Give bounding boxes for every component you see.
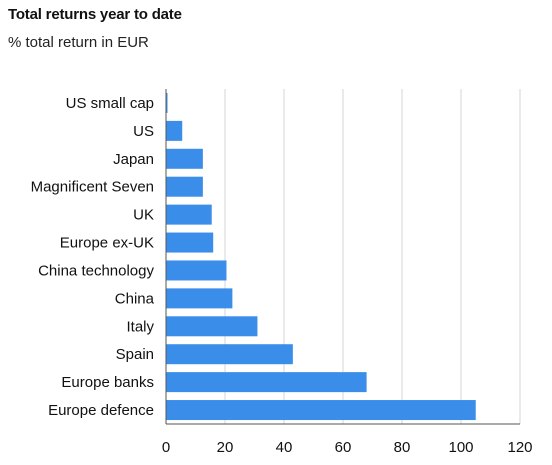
- x-tick-label: 60: [335, 439, 352, 456]
- x-tick-label: 100: [448, 439, 473, 456]
- bar: [166, 344, 293, 365]
- bar: [166, 316, 258, 337]
- x-tick-label: 40: [276, 439, 293, 456]
- category-label: Italy: [126, 318, 154, 335]
- bar: [166, 204, 212, 225]
- x-tick-label: 0: [162, 439, 170, 456]
- bar: [166, 232, 214, 253]
- chart-subtitle: % total return in EUR: [8, 34, 149, 51]
- bar: [166, 372, 367, 393]
- category-label: US small cap: [66, 95, 154, 112]
- category-label: Europe banks: [61, 374, 154, 391]
- bar: [166, 400, 476, 421]
- category-label: Europe ex-UK: [60, 235, 154, 252]
- category-label: Spain: [116, 346, 154, 363]
- category-label: Japan: [113, 151, 154, 168]
- category-label: China technology: [38, 262, 154, 279]
- bar: [166, 260, 227, 281]
- bar: [166, 288, 233, 309]
- category-label: China: [115, 290, 155, 307]
- bar: [166, 176, 203, 197]
- category-label: Magnificent Seven: [31, 179, 154, 196]
- bar: [166, 120, 183, 141]
- chart-title: Total returns year to date: [8, 6, 182, 23]
- bar: [166, 148, 203, 169]
- bar: [166, 92, 168, 113]
- category-label: US: [133, 123, 154, 140]
- category-label: UK: [133, 207, 154, 224]
- x-tick-label: 20: [217, 439, 234, 456]
- x-tick-label: 120: [507, 439, 532, 456]
- category-label: Europe defence: [48, 402, 154, 419]
- x-tick-label: 80: [394, 439, 411, 456]
